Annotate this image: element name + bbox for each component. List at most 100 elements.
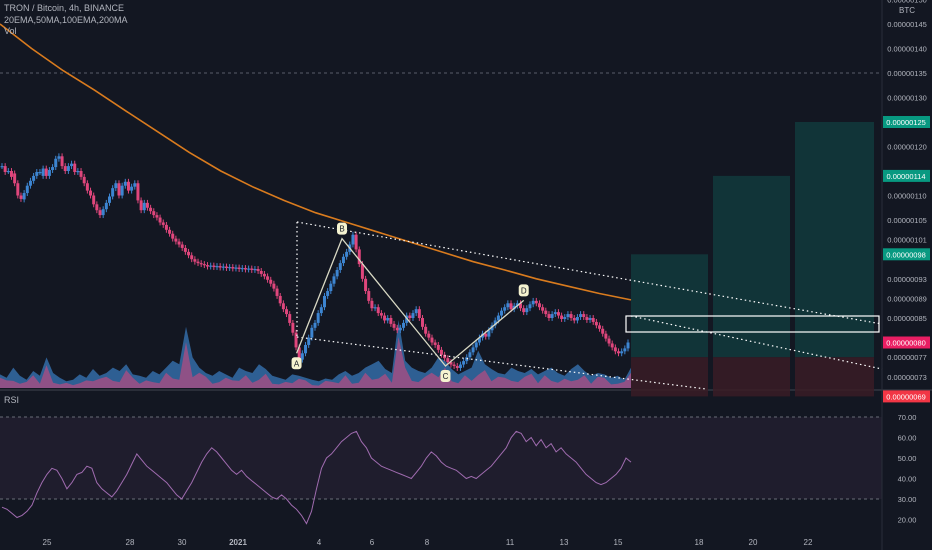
rsi-legend: RSI xyxy=(4,395,20,405)
candle-body xyxy=(231,267,235,269)
rsi-tick-label: 40.00 xyxy=(898,475,917,484)
candle-body xyxy=(240,268,244,270)
candle-body xyxy=(367,291,371,301)
candle-body xyxy=(329,283,333,292)
candle-body xyxy=(528,304,532,309)
candle-body xyxy=(506,303,510,308)
candle-body xyxy=(66,166,70,171)
candle-body xyxy=(582,314,586,318)
price-tick-label: 0.00000120 xyxy=(887,143,927,152)
candle-body xyxy=(47,170,51,176)
volume-area xyxy=(0,320,631,388)
candle-body xyxy=(471,347,475,353)
candle-body xyxy=(16,183,20,196)
candle-body xyxy=(22,193,26,200)
target-zone-1 xyxy=(631,254,708,358)
candle-body xyxy=(101,209,105,216)
pattern-point-d-badge xyxy=(518,284,529,297)
time-tick-label: 18 xyxy=(695,538,704,547)
candle-body xyxy=(70,163,74,167)
candle-body xyxy=(345,251,349,257)
candle-body xyxy=(177,241,181,245)
candle-body xyxy=(360,264,364,279)
candle-body xyxy=(547,314,551,318)
candle-body xyxy=(601,328,605,334)
candle-body xyxy=(487,330,491,337)
target-zone-2 xyxy=(713,175,790,358)
candle-body xyxy=(183,247,187,252)
candle-body xyxy=(579,314,583,318)
candle-body xyxy=(28,180,32,186)
currency-label[interactable]: BTC xyxy=(899,6,915,15)
candle-body xyxy=(332,276,336,284)
time-tick-label: 4 xyxy=(317,538,322,547)
candle-body xyxy=(85,183,89,191)
rsi-tick-label: 30.00 xyxy=(898,495,917,504)
candle-body xyxy=(247,268,251,270)
candle-body xyxy=(218,266,222,268)
candle-body xyxy=(9,171,13,177)
candle-body xyxy=(196,261,200,264)
candle-body xyxy=(354,234,358,250)
candle-body xyxy=(98,210,102,216)
candle-body xyxy=(364,278,368,292)
target-zone-3 xyxy=(795,122,874,358)
candle-body xyxy=(569,314,573,318)
candle-body xyxy=(133,183,137,187)
candle-body xyxy=(560,315,564,319)
candle-body xyxy=(237,267,241,269)
pattern-point-c-badge xyxy=(440,370,451,383)
candle-body xyxy=(313,322,317,328)
price-badge-label: 0.00000069 xyxy=(886,392,926,401)
candle-body xyxy=(60,156,64,167)
candle-body xyxy=(149,207,153,212)
candle-body xyxy=(455,366,459,368)
candle-body xyxy=(307,337,311,345)
candle-body xyxy=(398,327,402,331)
price-tick-label: 0.00000145 xyxy=(887,20,927,29)
candle-body xyxy=(534,300,538,304)
candle-body xyxy=(199,263,203,265)
candle-body xyxy=(541,307,545,311)
candle-body xyxy=(73,163,77,172)
volume-down-fill xyxy=(0,337,631,388)
candle-body xyxy=(585,317,589,320)
candle-body xyxy=(598,325,602,329)
rsi-tick-label: 50.00 xyxy=(898,454,917,463)
candle-body xyxy=(250,268,254,270)
candle-body xyxy=(383,315,387,321)
candle-body xyxy=(531,300,535,305)
candle-body xyxy=(550,314,554,318)
candle-body xyxy=(202,264,206,266)
time-tick-label: 6 xyxy=(370,538,375,547)
price-tick-label: 0.00000085 xyxy=(887,314,927,323)
candle-body xyxy=(376,307,380,314)
candle-body xyxy=(285,309,289,315)
candle-body xyxy=(278,295,282,304)
candle-body xyxy=(259,270,263,274)
candle-body xyxy=(484,333,488,337)
candle-body xyxy=(117,183,121,196)
candle-body xyxy=(300,353,304,360)
time-tick-label: 25 xyxy=(43,538,52,547)
rsi-tick-label: 60.00 xyxy=(898,434,917,443)
pattern-point-a-label: A xyxy=(294,359,300,368)
candle-body xyxy=(310,327,314,338)
candle-body xyxy=(168,229,172,234)
candle-body xyxy=(386,318,390,321)
candle-body xyxy=(572,318,576,321)
candle-body xyxy=(379,313,383,316)
candle-body xyxy=(436,344,440,350)
candle-body xyxy=(139,200,143,211)
candle-body xyxy=(326,291,330,296)
candle-body xyxy=(556,312,560,316)
candle-body xyxy=(430,337,434,343)
rsi-polyline xyxy=(1,430,632,525)
candle-body xyxy=(617,351,621,354)
candle-body xyxy=(111,188,115,197)
price-badge-label: 0.00000098 xyxy=(886,250,926,259)
candle-body xyxy=(164,224,168,230)
candle-body xyxy=(120,185,124,196)
candle-body xyxy=(452,364,456,367)
